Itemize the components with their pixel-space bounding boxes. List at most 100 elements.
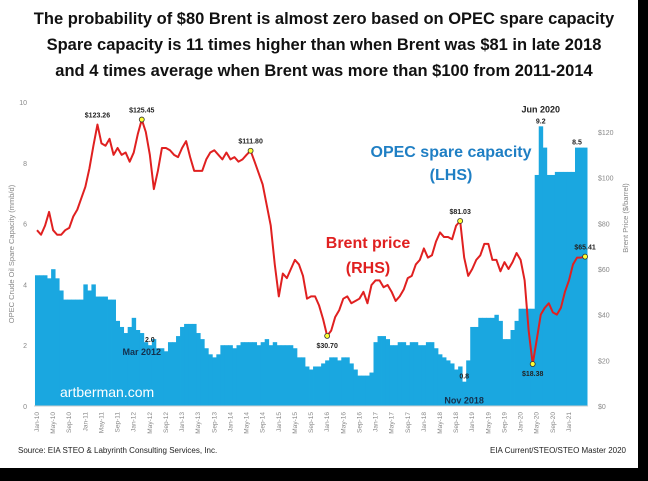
spare-capacity-bar [151, 339, 157, 406]
spare-capacity-bar [119, 326, 125, 406]
spare-capacity-bar [550, 174, 556, 406]
right-axis-tick-label: $60 [598, 267, 610, 274]
spare-capacity-bar [377, 336, 382, 406]
spare-capacity-bar [482, 317, 487, 406]
spare-capacity-bar [486, 317, 491, 406]
spare-capacity-bar [405, 345, 411, 406]
price-marker [529, 361, 536, 367]
spare-capacity-bar [373, 342, 378, 406]
x-axis-tick-label: Jan-12 [131, 412, 138, 432]
x-axis-tick-label: May-10 [50, 412, 57, 434]
spare-capacity-bar [369, 372, 374, 406]
price-marker [138, 116, 145, 123]
spare-capacity-bar [341, 357, 346, 406]
spare-capacity-bar [220, 345, 225, 406]
spare-capacity-bar [71, 299, 76, 406]
spare-capacity-bar [200, 339, 205, 406]
spare-capacity-bar [417, 345, 423, 406]
spare-capacity-bar [337, 360, 342, 406]
spare-capacity-bar [107, 299, 112, 406]
spare-capacity-bar [413, 342, 419, 406]
spare-capacity-bar [127, 326, 133, 406]
x-axis-tick-label: Jan-10 [34, 412, 41, 432]
spare-capacity-bar [91, 284, 96, 406]
spare-capacity-bar [172, 342, 177, 406]
spare-capacity-bar [466, 360, 471, 406]
right-axis-tick-label: $20 [598, 358, 610, 365]
spare-capacity-bar [103, 296, 108, 406]
annotation-label: $81.03 [449, 209, 471, 216]
left-axis-tick-label: 4 [23, 282, 27, 289]
x-axis-tick-label: May-14 [244, 412, 251, 434]
spare-capacity-bar [99, 296, 104, 406]
spare-capacity-bar [272, 342, 278, 406]
spare-capacity-bar [510, 330, 515, 406]
spare-capacity-bar [268, 345, 274, 406]
spare-capacity-bar [583, 147, 588, 406]
spare-capacity-bar [313, 366, 318, 406]
spare-capacity-bar [212, 357, 217, 406]
x-axis-tick-label: Sep-16 [356, 412, 363, 433]
spare-capacity-bar [216, 354, 221, 406]
x-axis-tick-label: Jan-20 [518, 412, 525, 432]
spare-capacity-bar [546, 174, 552, 406]
spare-capacity-bar [95, 296, 100, 406]
spare-capacity-bar [176, 336, 181, 406]
source-left: Source: EIA STEO & Labyrinth Consulting … [18, 446, 218, 455]
spare-capacity-bar [333, 357, 338, 406]
price-marker [324, 333, 331, 339]
x-axis-tick-label: May-15 [292, 412, 299, 434]
spare-capacity-bar [502, 339, 507, 406]
spare-capacity-bar [518, 308, 524, 406]
legend-brent-price: Brent price [326, 235, 411, 252]
spare-capacity-bar [542, 147, 548, 406]
spare-capacity-bar [454, 369, 459, 406]
spare-capacity-bar [329, 357, 334, 406]
title-line-2: Spare capacity is 11 times higher than w… [46, 36, 602, 54]
spare-capacity-bar [554, 171, 560, 406]
spare-capacity-bar [474, 326, 479, 406]
spare-capacity-bar [123, 333, 129, 406]
brent-price-line [36, 118, 586, 366]
spare-capacity-bar [442, 357, 447, 406]
spare-capacity-bar [389, 345, 395, 406]
x-axis-tick-label: Sep-11 [115, 412, 122, 433]
source-right: EIA Current/STEO/STEO Master 2020 [489, 446, 626, 455]
right-axis-tick-label: $40 [598, 313, 610, 320]
spare-capacity-bar [566, 171, 572, 406]
spare-capacity-bar [43, 275, 48, 406]
spare-capacity-bar [300, 357, 306, 406]
spare-capacity-bar [252, 342, 258, 406]
spare-capacity-bar [357, 375, 362, 406]
left-axis-tick-label: 0 [23, 404, 27, 411]
spare-capacity-bar [47, 278, 52, 406]
spare-capacity-bar [192, 323, 197, 406]
spare-capacity-bar [167, 342, 173, 406]
spare-capacity-bar [111, 299, 116, 406]
spare-capacity-bar [446, 360, 451, 406]
spare-capacity-bar [39, 275, 44, 406]
spare-capacity-bar [63, 299, 68, 406]
spare-capacity-bar [147, 345, 153, 406]
x-axis-tick-label: Jan-14 [227, 412, 234, 432]
spare-capacity-bar [34, 275, 40, 406]
spare-capacity-bar [317, 366, 322, 406]
spare-capacity-bar [490, 317, 495, 406]
spare-capacity-bar [292, 348, 298, 406]
annotation-label: $125.45 [129, 108, 154, 115]
x-axis-tick-label: May-12 [147, 412, 154, 434]
x-axis-tick-label: Sep-10 [66, 412, 73, 433]
spare-capacity-bar [393, 345, 399, 406]
x-axis-tick-label: Sep-13 [211, 412, 218, 433]
annotation-label: 0.8 [459, 374, 469, 381]
spare-capacity-bar [79, 299, 84, 406]
spare-capacity-bar [397, 342, 403, 406]
spare-capacity-bar [59, 290, 64, 406]
x-axis-tick-label: Jan-13 [179, 412, 186, 432]
spare-capacity-bar [321, 363, 326, 406]
x-axis-tick-label: Sep-19 [501, 412, 508, 433]
annotation-label: Mar 2012 [123, 347, 162, 357]
spare-capacity-bar [385, 339, 391, 406]
spare-capacity-bar [381, 336, 386, 406]
